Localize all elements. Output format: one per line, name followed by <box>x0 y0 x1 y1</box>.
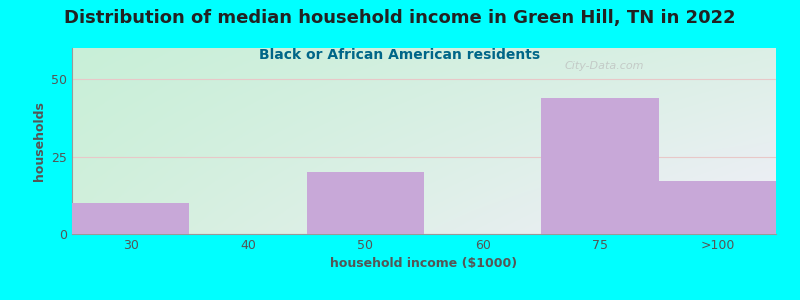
X-axis label: household income ($1000): household income ($1000) <box>330 257 518 270</box>
Y-axis label: households: households <box>33 101 46 181</box>
Text: Distribution of median household income in Green Hill, TN in 2022: Distribution of median household income … <box>64 9 736 27</box>
Bar <box>658 181 776 234</box>
Bar <box>306 172 424 234</box>
Bar <box>72 203 190 234</box>
Text: City-Data.com: City-Data.com <box>565 61 644 71</box>
Bar <box>542 98 658 234</box>
Text: Black or African American residents: Black or African American residents <box>259 48 541 62</box>
